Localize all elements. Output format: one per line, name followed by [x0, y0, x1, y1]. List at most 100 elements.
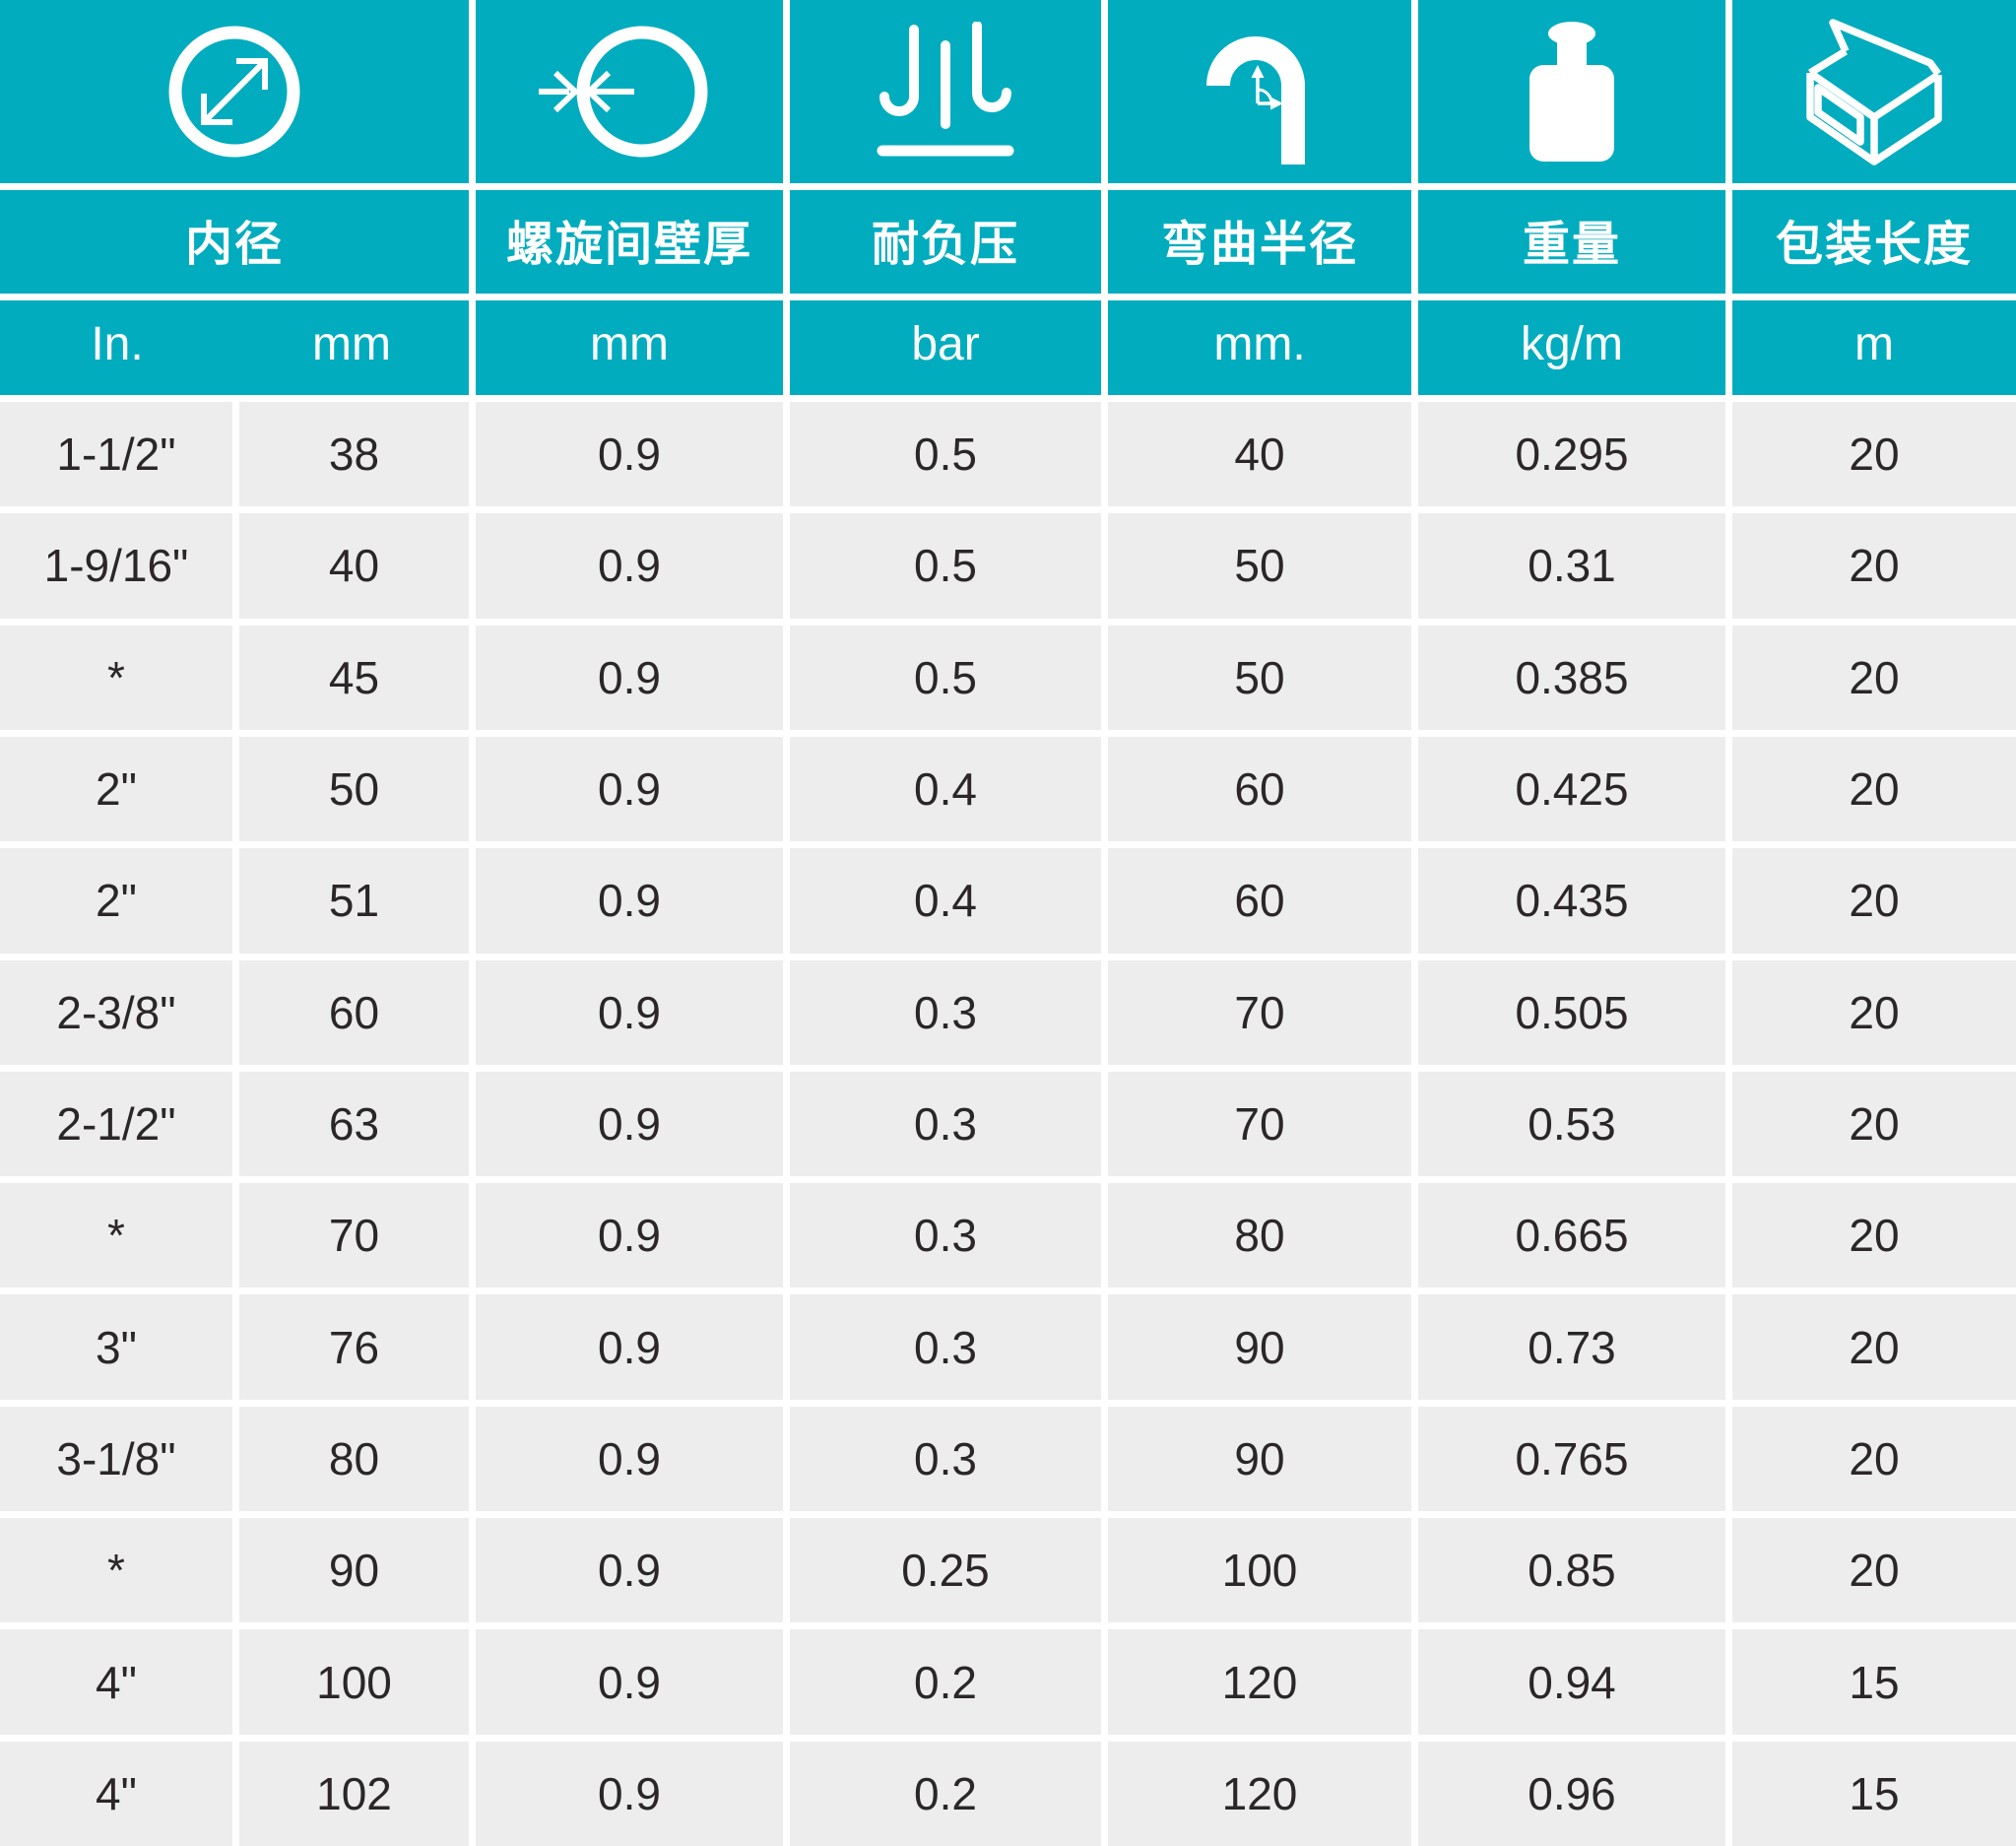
data-cell: 70 — [1108, 1071, 1411, 1177]
package-box-icon — [1806, 19, 1942, 165]
data-cell: 0.9 — [476, 1406, 783, 1512]
data-cell: 0.9 — [476, 959, 783, 1065]
data-cell: 100 — [239, 1629, 469, 1735]
data-cell: 0.85 — [1418, 1518, 1725, 1623]
column-header-bend-radius: 弯曲半径 — [1108, 190, 1411, 294]
icon-cell-weight — [1418, 0, 1725, 183]
column-header-wall-thickness: 螺旋间壁厚 — [476, 190, 783, 294]
data-cell: 50 — [239, 736, 469, 842]
data-cell: 45 — [239, 625, 469, 730]
data-cell: 0.435 — [1418, 848, 1725, 954]
data-cell: 120 — [1108, 1741, 1411, 1846]
icon-cell-bend-radius — [1108, 0, 1411, 183]
data-cell: 0.9 — [476, 848, 783, 954]
data-cell: 70 — [1108, 959, 1411, 1065]
data-cell: 20 — [1732, 625, 2016, 730]
data-cell: 20 — [1732, 402, 2016, 507]
data-cell: 0.765 — [1418, 1406, 1725, 1512]
data-cell: 0.2 — [790, 1629, 1101, 1735]
icon-cell-inner-diameter — [0, 0, 469, 183]
data-cell: 0.96 — [1418, 1741, 1725, 1846]
data-cell: 20 — [1732, 1406, 2016, 1512]
unit-label-inches: In. — [91, 317, 144, 370]
data-cell: 0.385 — [1418, 625, 1725, 730]
data-cell: 40 — [1108, 402, 1411, 507]
icon-cell-package — [1732, 0, 2016, 183]
data-cell: 0.9 — [476, 513, 783, 619]
bend-radius-icon — [1206, 36, 1305, 165]
data-cell: 20 — [1732, 513, 2016, 619]
data-cell: * — [0, 1518, 232, 1623]
data-cell: 0.3 — [790, 1294, 1101, 1400]
data-cell: 20 — [1732, 736, 2016, 842]
data-cell: 0.5 — [790, 625, 1101, 730]
data-cell: 100 — [1108, 1518, 1411, 1623]
data-cell: 2-1/2" — [0, 1071, 232, 1177]
data-cell: 0.4 — [790, 848, 1101, 954]
data-cell: 0.94 — [1418, 1629, 1725, 1735]
unit-cell-package-length: m — [1732, 300, 2016, 395]
data-cell: 38 — [239, 402, 469, 507]
data-cell: 0.9 — [476, 1741, 783, 1846]
data-cell: 0.31 — [1418, 513, 1725, 619]
data-cell: 2-3/8" — [0, 959, 232, 1065]
data-cell: 15 — [1732, 1741, 2016, 1846]
data-cell: 20 — [1732, 1183, 2016, 1288]
unit-cell-wall-thickness: mm — [476, 300, 783, 395]
diameter-icon — [168, 26, 300, 158]
wall-thickness-icon — [539, 26, 708, 157]
column-header-vacuum: 耐负压 — [790, 190, 1101, 294]
data-cell: 20 — [1732, 1071, 2016, 1177]
data-cell: 15 — [1732, 1629, 2016, 1735]
data-cell: 20 — [1732, 1294, 2016, 1400]
data-cell: 0.3 — [790, 959, 1101, 1065]
data-cell: 2" — [0, 848, 232, 954]
data-cell: 0.9 — [476, 1294, 783, 1400]
data-cell: 0.9 — [476, 402, 783, 507]
data-cell: 20 — [1732, 959, 2016, 1065]
data-cell: 0.25 — [790, 1518, 1101, 1623]
data-cell: 80 — [1108, 1183, 1411, 1288]
unit-label-mm: mm — [312, 317, 391, 370]
data-cell: 90 — [1108, 1294, 1411, 1400]
data-cell: 0.2 — [790, 1741, 1101, 1846]
vacuum-icon — [877, 22, 1014, 157]
unit-cell-bend-radius: mm. — [1108, 300, 1411, 395]
data-cell: 102 — [239, 1741, 469, 1846]
data-cell: 1-9/16" — [0, 513, 232, 619]
data-cell: 51 — [239, 848, 469, 954]
data-cell: 76 — [239, 1294, 469, 1400]
data-cell: 120 — [1108, 1629, 1411, 1735]
data-cell: 0.5 — [790, 402, 1101, 507]
data-cell: 60 — [239, 959, 469, 1065]
data-cell: 0.505 — [1418, 959, 1725, 1065]
data-cell: 0.4 — [790, 736, 1101, 842]
unit-cell-weight: kg/m — [1418, 300, 1725, 395]
data-cell: 0.295 — [1418, 402, 1725, 507]
data-cell: 0.3 — [790, 1183, 1101, 1288]
unit-cell-inner-diameter: In. mm — [0, 300, 469, 395]
data-cell: * — [0, 625, 232, 730]
data-cell: 0.9 — [476, 1518, 783, 1623]
data-cell: 2" — [0, 736, 232, 842]
data-cell: 20 — [1732, 1518, 2016, 1623]
data-cell: 40 — [239, 513, 469, 619]
data-cell: 20 — [1732, 848, 2016, 954]
data-cell: 4" — [0, 1629, 232, 1735]
icon-cell-vacuum — [790, 0, 1101, 183]
data-cell: 0.53 — [1418, 1071, 1725, 1177]
column-header-package-length: 包装长度 — [1732, 190, 2016, 294]
data-cell: 50 — [1108, 513, 1411, 619]
data-cell: 90 — [239, 1518, 469, 1623]
data-cell: 80 — [239, 1406, 469, 1512]
data-cell: 0.5 — [790, 513, 1101, 619]
data-cell: 1-1/2" — [0, 402, 232, 507]
data-cell: 0.9 — [476, 736, 783, 842]
data-cell: 60 — [1108, 848, 1411, 954]
data-cell: 0.3 — [790, 1071, 1101, 1177]
data-cell: 0.9 — [476, 1629, 783, 1735]
data-cell: 3-1/8" — [0, 1406, 232, 1512]
data-cell: 0.9 — [476, 1071, 783, 1177]
data-cell: 50 — [1108, 625, 1411, 730]
